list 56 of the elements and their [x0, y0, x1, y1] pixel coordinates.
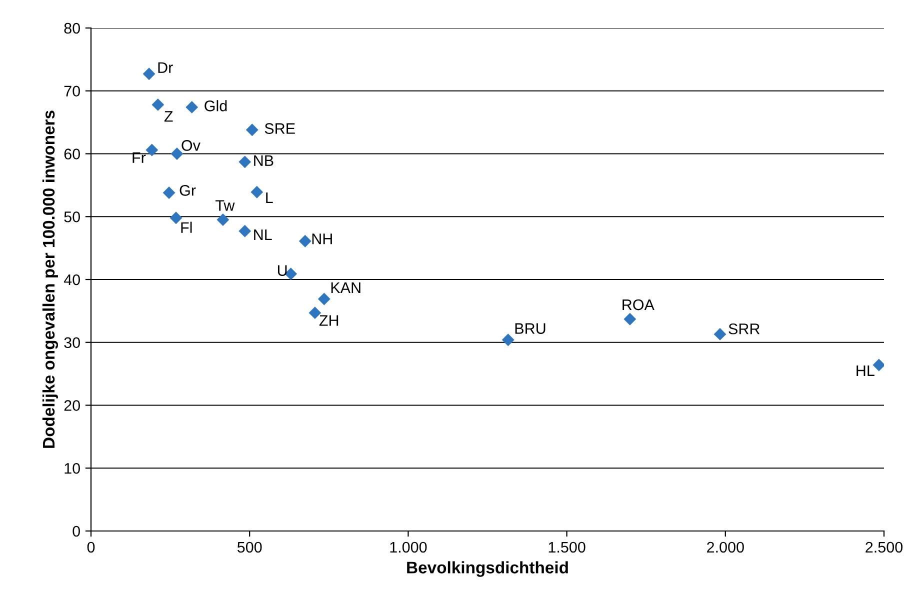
annotation: Z [164, 111, 173, 122]
annotation: Ov [182, 140, 200, 151]
x-tick-label: 2.000 [707, 542, 744, 553]
y-tick-label: 30 [64, 337, 80, 348]
annotation: SRR [728, 323, 760, 334]
point [298, 234, 312, 248]
annotation: NH [312, 234, 332, 244]
annotation: NB [254, 155, 274, 166]
y-tick-label: 60 [64, 148, 80, 160]
point [216, 214, 230, 226]
x-tick-label: 1.500 [548, 542, 586, 553]
y-tick-label: 40 [64, 274, 80, 286]
annotation: BRU [515, 323, 546, 334]
point [246, 124, 258, 136]
annotation: NL [254, 230, 272, 240]
annotation: U [278, 265, 287, 276]
y-tick-label: 80 [64, 22, 80, 34]
annotation: Gr [180, 185, 196, 196]
annotation: Fl [181, 222, 192, 233]
point [872, 358, 884, 372]
annotation: Gld [204, 100, 227, 112]
point [152, 98, 164, 111]
annotation: Tw [216, 200, 235, 211]
x-tick-label: 2.500 [866, 542, 903, 553]
point [624, 312, 636, 326]
y-tick-label: 0 [72, 526, 80, 537]
annotation: KAN [331, 282, 360, 293]
x-tick-label: 0 [87, 542, 95, 553]
annotation: SRE [264, 123, 295, 134]
point [714, 328, 726, 340]
point [142, 68, 156, 80]
annotation: ZH [319, 315, 338, 326]
x-axis-title: Bevolkingsdichtheid [407, 561, 568, 577]
point [318, 292, 330, 306]
y-tick-label: 50 [64, 211, 80, 222]
point [238, 224, 252, 238]
annotation: L [266, 192, 273, 204]
point [502, 334, 514, 346]
x-tick-label: 1.000 [390, 542, 427, 553]
point [162, 186, 176, 199]
point [170, 148, 184, 160]
y-tick-label: 10 [64, 462, 80, 474]
point [250, 186, 264, 198]
point [170, 212, 182, 224]
point [308, 306, 322, 320]
y-tick-label: 70 [64, 86, 80, 97]
annotation: HL [856, 365, 874, 376]
point [238, 156, 252, 168]
x-tick-label: 500 [237, 542, 262, 553]
annotation: Dr [158, 62, 173, 73]
y-axis-title: Dodelijke ongevallen per 100.000 inwoners [42, 110, 58, 448]
annotation: ROA [622, 299, 654, 310]
point [146, 144, 158, 156]
y-tick-label: 20 [64, 400, 80, 411]
annotation: Fr [132, 152, 146, 163]
point [186, 101, 198, 114]
